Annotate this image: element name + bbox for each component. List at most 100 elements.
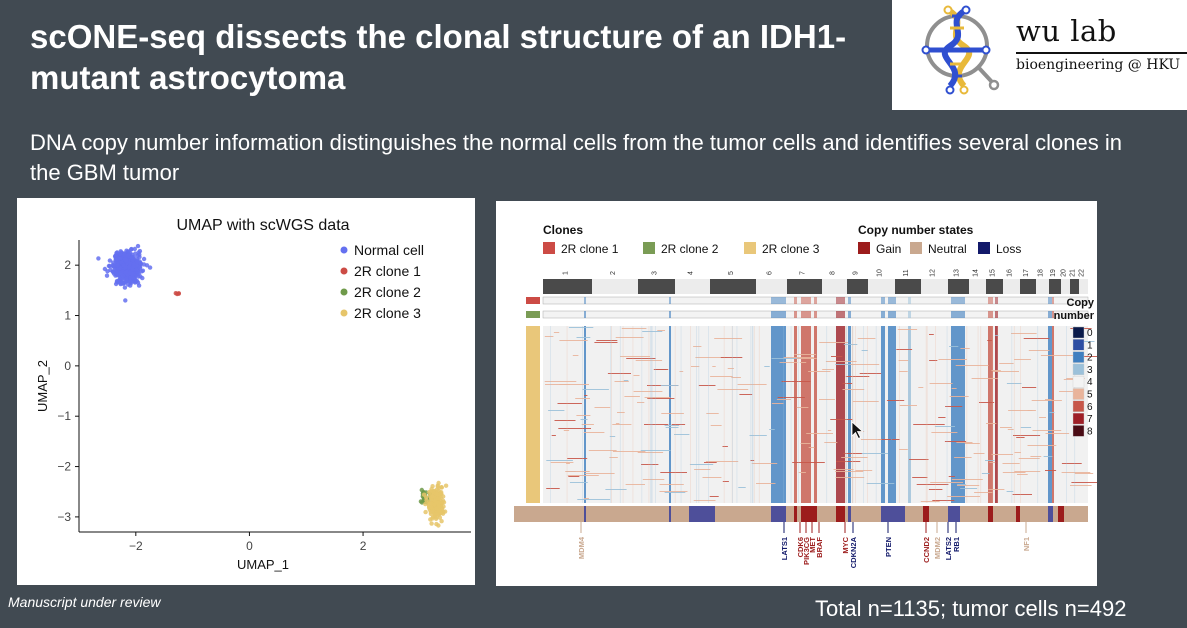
- umap-point: [117, 256, 123, 261]
- cn-segment: [679, 371, 684, 372]
- umap-y-tick-label: −1: [57, 409, 71, 423]
- cn-segment: [633, 391, 663, 392]
- cn-segment: [938, 417, 946, 418]
- cn-stripe: [867, 326, 868, 503]
- cn-segment: [664, 492, 686, 493]
- cn-segment: [1020, 427, 1032, 428]
- state-bar-segment: [1058, 506, 1064, 522]
- chromosome-label: 18: [1038, 269, 1045, 277]
- state-bar-segment: [988, 506, 993, 522]
- cn-stripe: [925, 326, 927, 503]
- logo-divider: [1016, 52, 1187, 54]
- chromosome-label: 22: [1079, 269, 1086, 277]
- cn-band: [988, 326, 993, 503]
- umap-point: [138, 274, 143, 279]
- cn-segment: [929, 334, 934, 335]
- cn-segment: [831, 356, 843, 357]
- cn-segment: [706, 413, 719, 414]
- cn-band-top: [584, 297, 586, 304]
- cn-segment: [583, 432, 605, 433]
- cn-segment: [827, 430, 832, 431]
- cn-segment: [1043, 456, 1053, 457]
- cn-segment: [671, 424, 686, 425]
- cn-segment: [1074, 473, 1094, 474]
- total-count: Total n=1135; tumor cells n=492: [815, 596, 1127, 621]
- cn-stripe: [1037, 326, 1039, 503]
- cn-segment: [1077, 356, 1097, 357]
- cn-segment: [563, 430, 570, 431]
- chromosome-label: 4: [688, 271, 695, 275]
- umap-point: [136, 283, 142, 288]
- cn-stripe: [651, 326, 652, 503]
- cn-segment: [896, 349, 913, 350]
- cn-legend-swatch: [1072, 339, 1085, 351]
- chromosome-label: 19: [1050, 269, 1057, 277]
- chromosome-label: 11: [903, 269, 910, 276]
- cn-band-top: [988, 297, 993, 304]
- cn-stripe: [550, 326, 551, 503]
- slide-subtitle: DNA copy number information distinguishe…: [30, 130, 1122, 185]
- cn-segment: [1059, 391, 1073, 392]
- cn-segment: [594, 342, 618, 343]
- cn-stripe: [991, 326, 993, 503]
- cn-segment: [661, 413, 684, 414]
- cn-segment: [584, 473, 615, 474]
- cn-segment: [1016, 437, 1025, 438]
- cn-segment: [808, 447, 815, 448]
- cn-stripe: [852, 326, 853, 503]
- cn-segment: [964, 443, 980, 444]
- cn-segment: [900, 405, 906, 406]
- cn-segment: [693, 500, 716, 501]
- gene-label: RB1: [952, 537, 961, 552]
- cn-segment: [1028, 350, 1050, 351]
- cn-segment: [800, 443, 811, 444]
- cn-segment: [808, 371, 831, 372]
- cn-segment: [776, 399, 791, 400]
- cn-band-top: [951, 297, 965, 304]
- cn-segment: [576, 415, 591, 416]
- cn-stripe: [826, 326, 828, 503]
- cn-stripe: [846, 326, 847, 503]
- cn-segment: [1045, 399, 1052, 400]
- cn-segment: [912, 477, 928, 478]
- cn-segment: [727, 368, 734, 369]
- umap-point: [434, 491, 439, 496]
- cn-legend-label: 6: [1087, 402, 1093, 413]
- umap-point: [128, 283, 133, 288]
- umap-point: [430, 516, 435, 521]
- umap-point: [430, 494, 435, 499]
- cn-segment: [1002, 463, 1020, 464]
- cn-segment: [824, 442, 838, 443]
- cn-band: [1048, 326, 1052, 503]
- cn-segment: [1039, 417, 1046, 418]
- cn-stripe: [977, 326, 979, 503]
- cn-segment: [843, 344, 858, 345]
- cn-legend-label: 8: [1087, 426, 1093, 437]
- cn-segment: [615, 423, 620, 424]
- cn-segment: [722, 481, 729, 482]
- cn-segment: [1074, 341, 1095, 342]
- cn-band-top: [1048, 297, 1052, 304]
- cn-stripe: [798, 326, 799, 503]
- cn-segment: [657, 330, 665, 331]
- cn-segment: [568, 476, 580, 477]
- cn-segment: [991, 454, 1013, 455]
- cn-segment: [835, 471, 864, 472]
- cn-segment: [769, 429, 775, 430]
- chromosome-label: 7: [800, 271, 807, 275]
- umap-point: [439, 485, 444, 490]
- cn-segment: [656, 369, 669, 370]
- cn-band-top: [848, 297, 851, 304]
- cn-segment: [1071, 482, 1097, 483]
- cn-legend-swatch: [1072, 363, 1085, 376]
- cn-segment: [913, 424, 945, 425]
- cn-segment: [625, 484, 645, 485]
- umap-point: [124, 248, 129, 253]
- umap-point: [130, 255, 135, 260]
- cn-stripe: [753, 326, 755, 503]
- chromosome-block: [1079, 279, 1088, 294]
- cn-segment: [931, 432, 958, 433]
- cn-segment: [985, 460, 995, 461]
- cn-stripe: [935, 326, 936, 503]
- cn-segment: [567, 458, 588, 459]
